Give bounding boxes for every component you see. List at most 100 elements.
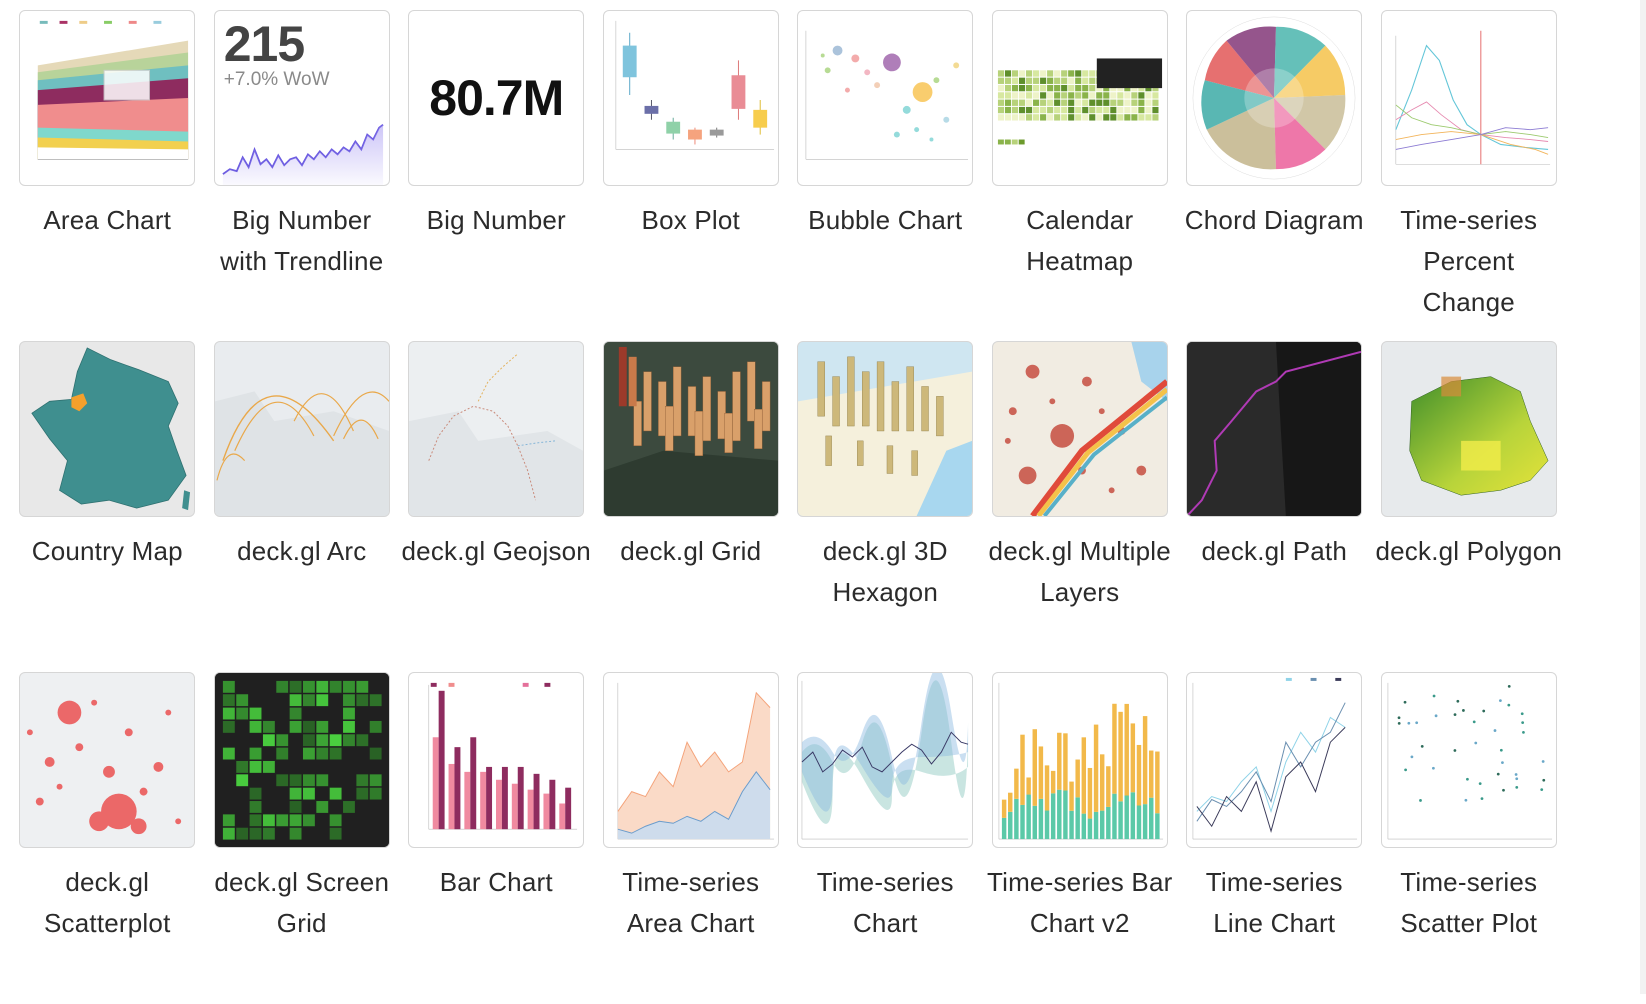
chart-card-label: Time-series Bar Chart v2 — [986, 867, 1173, 938]
chart-card-big-number[interactable]: 80.7M Big Number — [399, 10, 594, 341]
big-number-change: +7.0% WoW — [223, 69, 330, 90]
area-chart-preview — [38, 20, 189, 160]
chart-card-label: deck.gl 3D Hexagon — [822, 536, 948, 607]
chart-card-time-series-chart[interactable]: Time-series Chart — [788, 672, 983, 1004]
chart-card-label: Big Number — [426, 205, 566, 235]
chart-card-bubble-chart[interactable]: Bubble Chart — [788, 10, 983, 341]
big-number-value: 80.7M — [429, 70, 564, 126]
box-plot-preview — [615, 20, 774, 150]
deckgl-polygon-preview — [1409, 376, 1549, 496]
time-series-scatter-plot-preview — [1387, 682, 1552, 840]
chart-card-chord-diagram[interactable]: Chord Diagram — [1177, 10, 1372, 341]
chart-card-deckgl-polygon[interactable]: deck.gl Polygon — [1372, 341, 1567, 672]
chart-card-label: Chord Diagram — [1184, 205, 1364, 235]
chart-card-time-series-bar-chart-v2[interactable]: Time-series Bar Chart v2 — [983, 672, 1178, 1004]
chart-card-area-chart[interactable]: Area Chart — [10, 10, 205, 341]
box-plot-thumbnail — [602, 10, 779, 186]
chart-card-label: deck.gl Scatterplot — [44, 867, 171, 938]
deckgl-3d-hexagon-preview — [798, 356, 973, 516]
deckgl-arc-thumbnail — [213, 341, 390, 517]
trendline-preview — [222, 123, 384, 185]
bar-chart-preview — [428, 682, 578, 830]
chart-card-label: Country Map — [31, 536, 183, 566]
chart-card-deckgl-grid[interactable]: deck.gl Grid — [594, 341, 789, 672]
deckgl-3d-hexagon-thumbnail — [797, 341, 974, 517]
bubble-chart-thumbnail — [797, 10, 974, 186]
time-series-percent-change-preview — [1395, 30, 1550, 165]
deckgl-path-preview — [1187, 342, 1362, 516]
chart-card-label: Time-series Percent Change — [1400, 205, 1538, 317]
deckgl-polygon-thumbnail — [1380, 341, 1557, 517]
chart-card-label: deck.gl Geojson — [401, 536, 591, 566]
chart-card-label: deck.gl Multiple Layers — [988, 536, 1171, 607]
chart-card-label: Time-series Chart — [816, 867, 954, 938]
chart-card-label: Bubble Chart — [808, 205, 963, 235]
chart-card-deckgl-scatterplot[interactable]: deck.gl Scatterplot — [10, 672, 205, 1004]
chart-card-big-number-trendline[interactable]: 215 +7.0% WoW Big Number with Trendline — [205, 10, 400, 341]
deckgl-screen-grid-thumbnail — [213, 672, 390, 848]
deckgl-screen-grid-preview — [214, 673, 389, 847]
chart-card-deckgl-geojson[interactable]: deck.gl Geojson — [399, 341, 594, 672]
big-number-value: 215 — [223, 16, 305, 72]
time-series-bar-chart-v2-preview — [998, 682, 1163, 840]
chart-card-label: Area Chart — [43, 205, 172, 235]
deckgl-path-thumbnail — [1186, 341, 1363, 517]
country-map-thumbnail — [19, 341, 196, 517]
deckgl-multiple-layers-thumbnail — [991, 341, 1168, 517]
bubble-chart-preview — [805, 30, 969, 160]
chart-gallery: Area Chart 215 +7.0% WoW Big Number with… — [10, 10, 1610, 1004]
chart-card-calendar-heatmap[interactable]: Calendar Heatmap — [983, 10, 1178, 341]
deckgl-scatterplot-preview — [27, 699, 182, 835]
chord-diagram-thumbnail — [1186, 10, 1363, 186]
page-scrollbar[interactable] — [1640, 0, 1646, 994]
area-chart-thumbnail — [19, 10, 196, 186]
big-number-thumbnail: 80.7M — [408, 10, 585, 186]
chart-card-bar-chart[interactable]: Bar Chart — [399, 672, 594, 1004]
chart-card-label: deck.gl Polygon — [1375, 536, 1563, 566]
time-series-scatter-plot-thumbnail — [1380, 672, 1557, 848]
chart-card-label: Calendar Heatmap — [1026, 205, 1134, 276]
calendar-heatmap-preview — [997, 58, 1162, 145]
chart-card-label: Big Number with Trendline — [220, 205, 384, 276]
chart-card-label: Time-series Line Chart — [1205, 867, 1343, 938]
chart-card-time-series-percent-change[interactable]: Time-series Percent Change — [1372, 10, 1567, 341]
chart-card-label: Time-series Scatter Plot — [1400, 867, 1538, 938]
chart-card-deckgl-multiple-layers[interactable]: deck.gl Multiple Layers — [983, 341, 1178, 672]
chart-card-label: deck.gl Arc — [237, 536, 367, 566]
chart-card-country-map[interactable]: Country Map — [10, 341, 205, 672]
deckgl-grid-preview — [603, 342, 778, 516]
chart-card-time-series-scatter-plot[interactable]: Time-series Scatter Plot — [1372, 672, 1567, 1004]
chart-card-time-series-area-chart[interactable]: Time-series Area Chart — [594, 672, 789, 1004]
time-series-percent-change-thumbnail — [1380, 10, 1557, 186]
chart-card-label: Box Plot — [641, 205, 740, 235]
deckgl-geojson-thumbnail — [408, 341, 585, 517]
chart-card-label: deck.gl Grid — [620, 536, 762, 566]
country-map-preview — [31, 347, 191, 511]
time-series-bar-chart-v2-thumbnail — [991, 672, 1168, 848]
deckgl-geojson-preview — [409, 353, 584, 516]
big-number-trendline-thumbnail: 215 +7.0% WoW — [213, 10, 390, 186]
time-series-chart-thumbnail — [797, 672, 974, 848]
deckgl-multiple-layers-preview — [1004, 342, 1167, 516]
chord-diagram-preview — [1192, 16, 1356, 180]
chart-card-deckgl-path[interactable]: deck.gl Path — [1177, 341, 1372, 672]
deckgl-arc-preview — [214, 391, 389, 516]
time-series-chart-preview — [801, 673, 969, 840]
chart-card-deckgl-arc[interactable]: deck.gl Arc — [205, 341, 400, 672]
chart-card-deckgl-3d-hexagon[interactable]: deck.gl 3D Hexagon — [788, 341, 983, 672]
chart-card-box-plot[interactable]: Box Plot — [594, 10, 789, 341]
time-series-line-chart-thumbnail — [1186, 672, 1363, 848]
chart-card-label: deck.gl Screen Grid — [214, 867, 390, 938]
chart-card-deckgl-screen-grid[interactable]: deck.gl Screen Grid — [205, 672, 400, 1004]
time-series-area-chart-thumbnail — [602, 672, 779, 848]
deckgl-grid-thumbnail — [602, 341, 779, 517]
chart-card-label: deck.gl Path — [1201, 536, 1347, 566]
chart-card-label: Bar Chart — [439, 867, 553, 897]
deckgl-scatterplot-thumbnail — [19, 672, 196, 848]
time-series-area-chart-preview — [617, 682, 774, 840]
bar-chart-thumbnail — [408, 672, 585, 848]
chart-card-time-series-line-chart[interactable]: Time-series Line Chart — [1177, 672, 1372, 1004]
chart-card-label: Time-series Area Chart — [622, 867, 760, 938]
time-series-line-chart-preview — [1192, 677, 1358, 840]
calendar-heatmap-thumbnail — [991, 10, 1168, 186]
